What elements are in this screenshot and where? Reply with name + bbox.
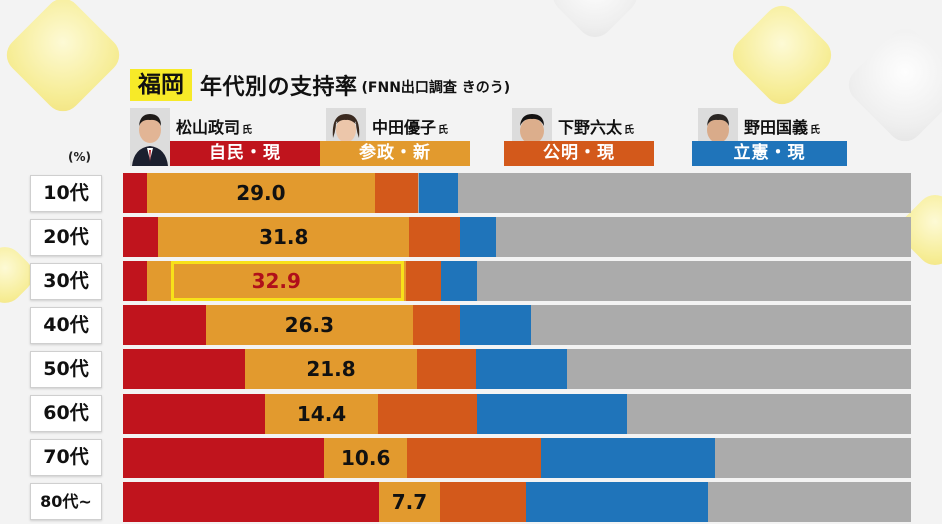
bar-segment-2 [245,349,417,390]
bar-segment-2 [323,437,408,478]
bar-segment-3 [378,393,477,434]
bar-segment-1 [123,349,246,390]
bar-segment-4 [460,217,496,258]
age-label: 20代 [30,218,102,256]
bar-segment-3 [416,349,477,390]
bar-segment-2 [146,173,376,213]
bar-segment-3 [412,305,461,346]
age-label: 50代 [30,350,102,388]
party-badge: 立憲・現 [692,141,847,166]
chart-header: 福岡 年代別の支持率 (FNN出口調査 きのう) [130,68,510,102]
bar-segment-2 [146,261,406,302]
age-label: 60代 [30,395,102,432]
data-label: 21.8 [306,357,356,382]
data-label: 31.8 [259,225,309,250]
candidate-name: 野田国義氏 [744,118,821,137]
chart-title: 年代別の支持率 [200,75,358,100]
party-badge: 参政・新 [320,141,470,166]
chart-subtitle: (FNN出口調査 きのう) [361,80,511,96]
bar-segment-4 [460,305,532,346]
bar-segment-2 [205,305,413,346]
data-label: 14.4 [296,401,347,426]
candidate-name: 下野六太氏 [558,118,635,137]
bar-segment-3 [409,217,461,258]
data-label: 7.7 [391,489,428,514]
age-label: 80代~ [30,483,102,521]
data-label: 26.3 [284,313,335,338]
candidate-photo [130,108,170,166]
bar-segment-4 [526,481,708,522]
data-label: 32.9 [251,269,301,294]
bar-segment-3 [407,437,542,478]
age-label: 30代 [30,262,102,300]
party-badge: 公明・現 [504,141,654,166]
party-badge: 自民・現 [170,141,320,166]
bar-segment-3 [375,173,419,213]
region-label: 福岡 [130,69,192,101]
age-label: 40代 [30,306,102,344]
bar-segment-4 [418,173,458,213]
bar-segment-4 [541,437,715,478]
bar-segment-1 [123,173,147,213]
candidate-name: 中田優子氏 [372,118,449,137]
bar-segment-1 [123,393,265,434]
bar-segment-4 [476,393,627,434]
bar-segment-4 [441,261,477,302]
data-label: 10.6 [341,445,391,470]
bar-segment-1 [123,437,324,478]
bar-segment-1 [123,261,147,302]
unit-label: (%) [68,150,91,164]
bar-segment-4 [476,349,567,390]
bar-segment-1 [123,481,380,522]
bar-segment-3 [439,481,527,522]
bar-segment-2 [158,217,410,258]
age-label: 10代 [30,174,102,212]
bar-segment-1 [123,217,159,258]
bar-segment-2 [264,393,379,434]
bar-segment-1 [123,305,206,346]
highlight-box [170,261,404,302]
bar-segment-3 [405,261,442,302]
candidate-name: 松山政司氏 [176,118,253,137]
data-label: 29.0 [236,181,286,205]
bar-segment-2 [379,481,440,522]
age-label: 70代 [30,439,102,477]
